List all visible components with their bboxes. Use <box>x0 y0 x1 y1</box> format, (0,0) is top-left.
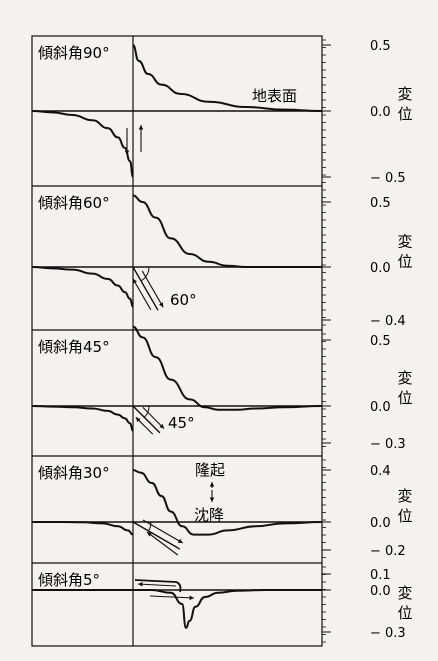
slip-arrow-up-head <box>138 125 144 130</box>
tick-label: 0.1 <box>370 568 391 583</box>
slip-arrow-foot-head <box>147 532 152 537</box>
dip-angle-arc <box>148 521 152 532</box>
y-axis-label-char: 変 <box>397 487 412 505</box>
slip-arrow-hanging-head <box>177 538 183 543</box>
slip-arrow-hanging <box>142 519 184 544</box>
slip-arrow-foot-head <box>135 417 141 423</box>
surface-label: 地表面 <box>252 87 297 105</box>
y-axis-label-char: 位 <box>397 389 412 407</box>
tick-label: − 0.3 <box>370 626 406 641</box>
slip-arrow-hanging-head <box>159 423 165 429</box>
slip-arrow-down-head <box>124 150 130 155</box>
footwall-curve <box>32 521 134 536</box>
tick-label: 0.0 <box>370 105 391 120</box>
tick-label: − 0.2 <box>370 544 406 559</box>
tick-label: − 0.5 <box>370 171 406 186</box>
y-axis-label-char: 変 <box>397 232 412 250</box>
panel-p60: 0.5 0.0 − 0.4 変位 傾斜角60° 60° <box>31 185 413 329</box>
slip-arrow-foot <box>146 531 179 556</box>
dip-angle-label: 60° <box>170 291 197 309</box>
slip-arrow-hanging <box>137 583 177 587</box>
panel-p90: 0.5 0.0 − 0.5 変位 傾斜角90° 地表面 <box>31 39 413 186</box>
tick-label: 0.0 <box>370 584 391 599</box>
y-axis-label-char: 位 <box>397 252 412 270</box>
uplift-label: 隆起 <box>195 461 225 479</box>
y-axis-label-char: 変 <box>397 584 412 602</box>
tick-label: 0.5 <box>370 334 391 349</box>
slip-arrow-foot-head <box>132 278 137 284</box>
tick-label: − 0.4 <box>370 314 406 329</box>
fault-plane <box>134 579 182 593</box>
footwall-curve <box>31 266 134 308</box>
hangingwall-curve <box>132 469 323 536</box>
slip-arrow-hanging <box>142 407 165 430</box>
subsidence-label: 沈降 <box>194 506 224 524</box>
y-axis-label-char: 変 <box>397 369 412 387</box>
tick-label: 0.5 <box>370 196 391 211</box>
tick-label: 0.5 <box>370 39 391 54</box>
footwall-curve <box>31 110 134 178</box>
panel-title: 傾斜角60° <box>38 194 110 212</box>
y-axis-label-char: 位 <box>397 105 412 123</box>
tick-label: 0.0 <box>370 400 391 415</box>
uplift-arrow-head <box>209 482 215 487</box>
figure-frame <box>31 35 323 647</box>
panel-title: 傾斜角45° <box>38 338 110 356</box>
footwall-curve <box>31 405 134 432</box>
tick-label: − 0.3 <box>370 437 406 452</box>
slip-arrow-foot <box>149 595 195 599</box>
panel-p45: 0.5 0.0 − 0.3 変位 傾斜角45° 45° <box>31 325 413 452</box>
hangingwall-curve <box>132 194 322 269</box>
dip-angle-arc <box>143 405 150 418</box>
fault-plane <box>132 266 159 311</box>
tick-label: 0.0 <box>370 516 391 531</box>
dip-angle-label: 45° <box>168 414 195 432</box>
slip-arrow-hanging-head <box>159 302 164 308</box>
y-axis-label-char: 位 <box>397 507 412 525</box>
hangingwall-curve <box>132 325 323 411</box>
tick-label: 0.4 <box>370 464 391 479</box>
panel-title: 傾斜角30° <box>38 464 110 482</box>
slip-arrow-foot <box>132 278 152 311</box>
hangingwall-curve <box>133 589 322 629</box>
panel-p5: 0.10.0 − 0.3 変位 傾斜角5° <box>32 562 413 643</box>
y-axis-label-char: 変 <box>397 85 412 103</box>
slip-arrow-foot-head <box>189 595 194 601</box>
tick-label: 0.0 <box>370 261 391 276</box>
subsidence-arrow-head <box>209 497 215 502</box>
slip-arrow-hanging-head <box>138 581 143 587</box>
y-axis-label-char: 位 <box>397 604 412 622</box>
fault-plane <box>132 521 181 550</box>
dip-angle-arc <box>140 266 150 282</box>
hangingwall-curve <box>132 44 323 112</box>
fault-plane <box>132 405 161 434</box>
panel-title: 傾斜角90° <box>38 44 110 62</box>
panel-title: 傾斜角5° <box>38 571 100 589</box>
